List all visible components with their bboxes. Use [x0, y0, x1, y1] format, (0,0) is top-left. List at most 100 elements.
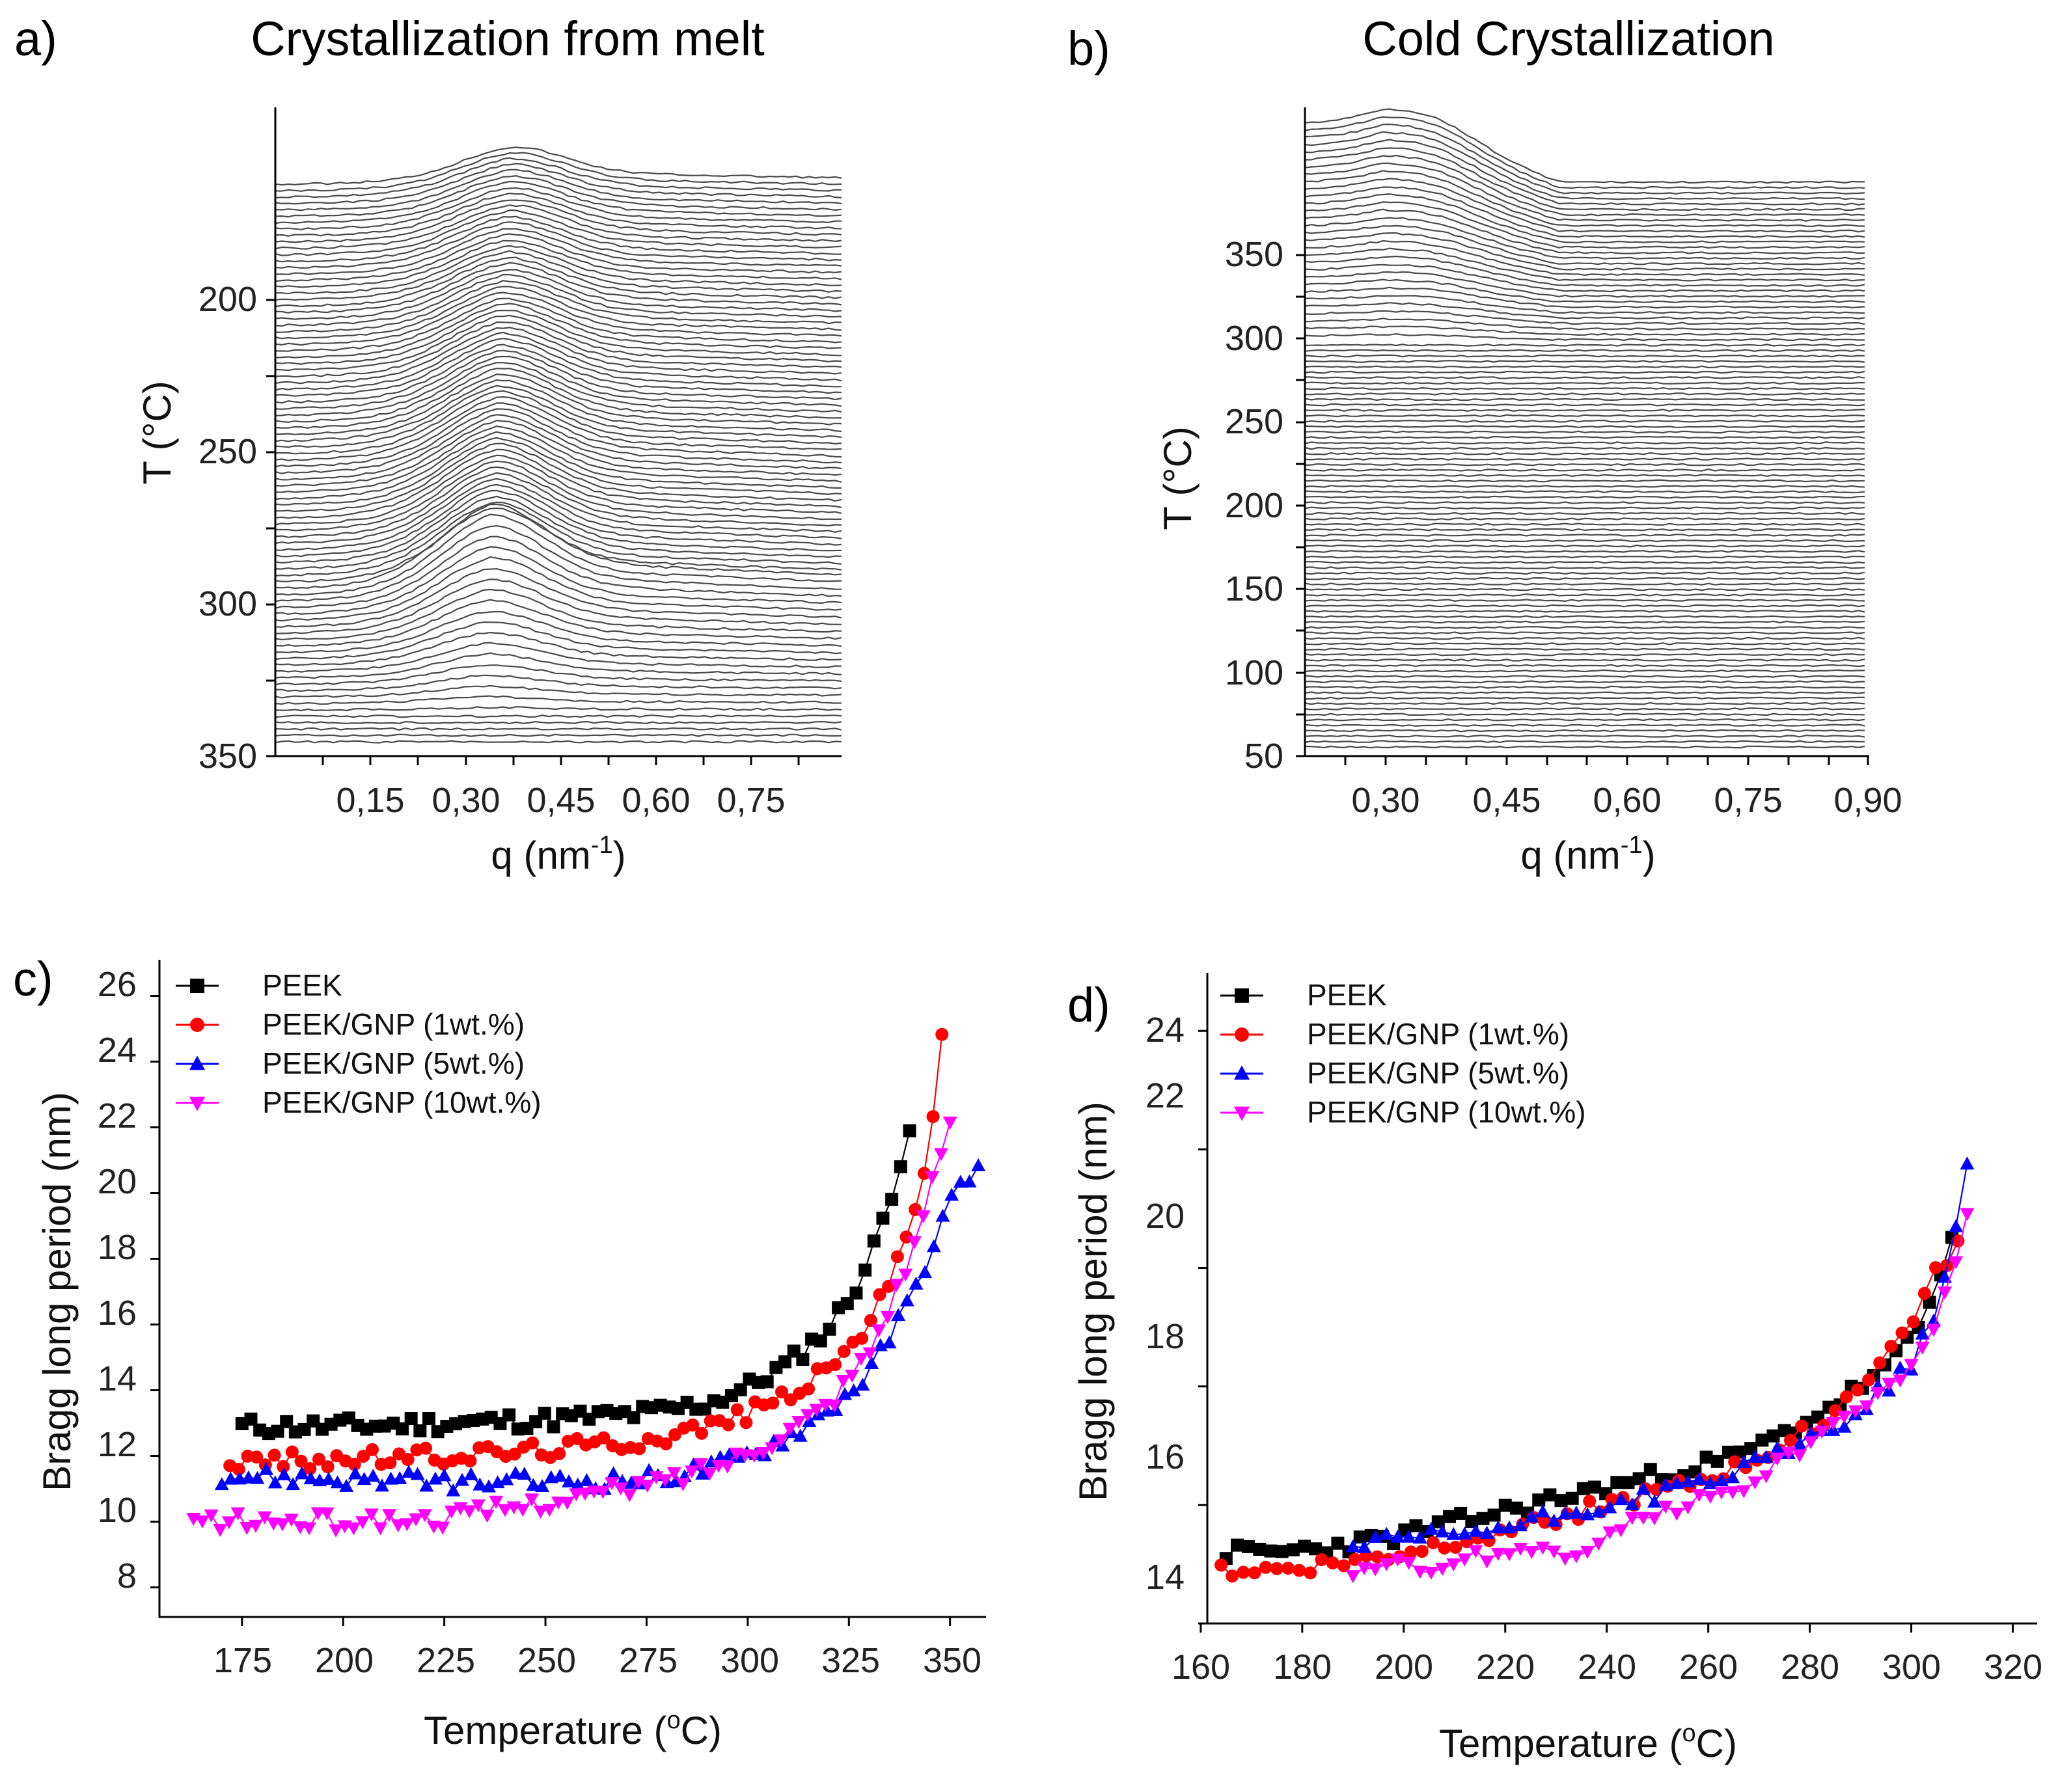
series-marker	[471, 1499, 486, 1513]
waterfall-curve	[275, 174, 842, 218]
waterfall-curve	[1305, 495, 1865, 499]
series-marker	[214, 1477, 229, 1491]
series-marker	[250, 1471, 265, 1484]
panel-a-ytick: 300	[199, 584, 257, 623]
series-marker	[722, 1447, 737, 1461]
waterfall-curve	[1305, 178, 1865, 233]
series-marker	[535, 1478, 550, 1492]
series-marker	[1524, 1509, 1539, 1523]
waterfall-curve	[1305, 560, 1865, 564]
waterfall-curve	[1305, 162, 1865, 222]
series-marker	[778, 1355, 792, 1368]
panel-c-series	[186, 1027, 986, 1538]
series-marker	[1554, 1494, 1568, 1508]
waterfall-curve	[275, 349, 842, 410]
panel-c-ytick: 18	[98, 1228, 137, 1267]
series-marker	[1759, 1450, 1774, 1463]
series-marker	[348, 1458, 361, 1471]
series-marker	[1468, 1523, 1483, 1537]
panel-d-legend-label: PEEK/GNP (1wt.%)	[1307, 1017, 1569, 1051]
waterfall-curve	[1305, 123, 1865, 195]
panel-d-label: d)	[1067, 978, 1110, 1032]
panel-b-xtick: 0,75	[1714, 781, 1782, 820]
waterfall-curve	[1305, 474, 1865, 478]
waterfall-curve	[1305, 430, 1865, 434]
series-marker	[1692, 1471, 1707, 1485]
series-marker	[1379, 1558, 1394, 1571]
waterfall-curve	[1305, 108, 1865, 184]
waterfall-curve	[1305, 523, 1865, 526]
series-marker	[1353, 1530, 1367, 1544]
series-marker	[1949, 1219, 1964, 1232]
series-marker	[1837, 1419, 1852, 1433]
series-marker	[250, 1450, 264, 1464]
series-marker	[1882, 1378, 1897, 1391]
series-marker	[1390, 1553, 1405, 1567]
series-marker	[1293, 1564, 1306, 1577]
waterfall-curve	[1305, 232, 1865, 271]
waterfall-curve	[1305, 745, 1865, 749]
waterfall-curve	[1305, 555, 1865, 559]
series-marker	[417, 1509, 432, 1523]
waterfall-curve	[275, 215, 842, 263]
panel-b-label: b)	[1067, 21, 1110, 75]
series-marker	[400, 1518, 415, 1532]
waterfall-curve	[275, 385, 842, 448]
waterfall-curve	[275, 720, 842, 725]
series-marker	[280, 1415, 294, 1428]
waterfall-curve	[1305, 310, 1865, 325]
series-marker	[1862, 1373, 1876, 1387]
series-marker	[880, 1310, 895, 1324]
series-marker	[401, 1465, 416, 1478]
series-marker	[1658, 1500, 1673, 1514]
panel-a-ytick: 250	[199, 432, 257, 471]
waterfall-curve	[275, 442, 842, 513]
waterfall-curve	[275, 297, 842, 352]
series-marker	[1490, 1547, 1505, 1561]
series-marker	[1850, 1383, 1864, 1397]
series-marker	[1449, 1540, 1462, 1554]
series-marker	[613, 1482, 628, 1496]
waterfall-curve	[275, 454, 842, 526]
series-marker	[1669, 1508, 1684, 1521]
waterfall-curve	[1305, 381, 1865, 385]
series-marker	[1770, 1440, 1785, 1454]
series-marker	[1926, 1313, 1941, 1327]
series-marker	[686, 1419, 700, 1432]
panel-b-ytick: 50	[1244, 737, 1283, 776]
waterfall-curve	[1305, 392, 1865, 396]
series-marker	[916, 1210, 931, 1224]
waterfall-curve	[1305, 620, 1865, 624]
series-marker	[855, 1378, 870, 1391]
series-marker	[695, 1466, 710, 1480]
series-marker	[882, 1335, 897, 1349]
waterfall-curve	[275, 192, 842, 237]
series-marker	[1368, 1530, 1383, 1543]
waterfall-curve	[275, 233, 842, 282]
series-marker	[1356, 1562, 1371, 1575]
series-marker	[1960, 1208, 1975, 1221]
series-marker	[446, 1483, 461, 1497]
panel-c-ytick: 12	[98, 1425, 137, 1464]
waterfall-curve	[1305, 302, 1865, 320]
waterfall-curve	[1305, 468, 1865, 472]
series-marker	[517, 1467, 532, 1480]
waterfall-curve	[275, 472, 842, 545]
series-marker	[1468, 1545, 1483, 1558]
panel-b-xlabel: q (nm-1)	[1520, 832, 1655, 877]
waterfall-curve	[1305, 131, 1865, 200]
waterfall-curve	[275, 695, 842, 705]
series-marker	[373, 1522, 388, 1536]
panel-d-ticks	[1198, 1029, 2014, 1633]
series-marker	[1404, 1545, 1418, 1559]
waterfall-curve	[1305, 675, 1865, 678]
series-marker	[1535, 1541, 1550, 1555]
series-marker	[1680, 1501, 1695, 1515]
series-marker	[766, 1396, 780, 1410]
panel-c-legend-label: PEEK/GNP (10wt.%)	[262, 1085, 542, 1119]
waterfall-curve	[1305, 349, 1865, 353]
series-marker	[1297, 1540, 1311, 1553]
panel-d-xtick: 180	[1273, 1648, 1332, 1687]
waterfall-curve	[1305, 217, 1865, 260]
series-marker	[526, 1436, 540, 1450]
